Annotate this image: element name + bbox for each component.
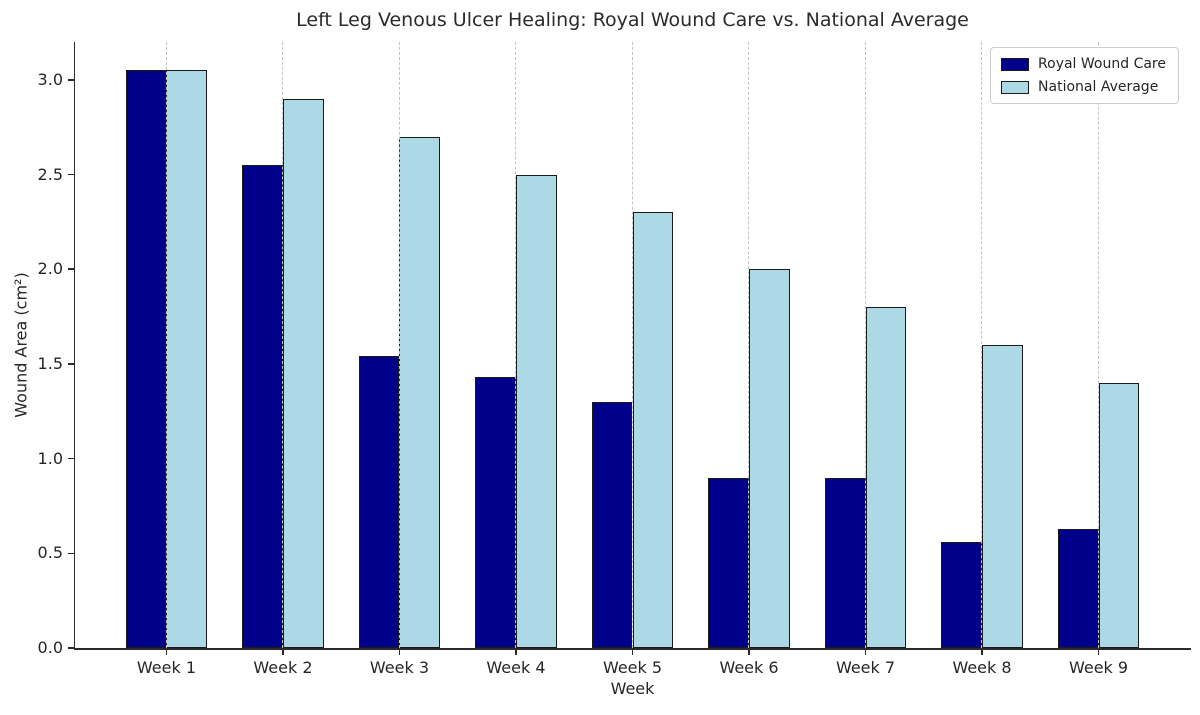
gridline-week-8 (981, 42, 983, 648)
x-tick-label-week-5: Week 5 (602, 658, 663, 677)
x-tick-label-week-9: Week 9 (1068, 658, 1129, 677)
bar-national-week-5 (632, 212, 674, 648)
y-tick-2.0 (68, 268, 74, 271)
x-tick-week-5 (631, 649, 634, 655)
bar-royal-week-4 (475, 377, 516, 648)
bar-royal-week-7 (824, 477, 866, 648)
legend-swatch-icon (1001, 80, 1030, 94)
bar-national-week-2 (282, 98, 324, 648)
bar-national-week-4 (515, 174, 557, 648)
x-tick-week-8 (981, 649, 983, 655)
y-tick-2.5 (68, 173, 74, 176)
y-tick-1.5 (68, 363, 74, 365)
x-tick-week-6 (748, 649, 750, 655)
bar-royal-week-6 (708, 477, 749, 648)
y-axis-spine (73, 42, 75, 649)
gridline-week-3 (398, 42, 400, 648)
x-tick-label-week-4: Week 4 (486, 658, 546, 677)
legend-item-1: Royal Wound Care (1001, 56, 1166, 72)
bar-national-week-7 (865, 307, 907, 648)
x-tick-week-1 (165, 649, 168, 655)
x-tick-label-week-7: Week 7 (835, 658, 896, 677)
gridline-week-9 (1097, 42, 1099, 648)
y-tick-label-0.5: 0.5 (37, 543, 63, 563)
bar-royal-week-3 (358, 356, 400, 648)
x-tick-week-3 (398, 649, 401, 655)
y-tick-label-0.0: 0.0 (37, 638, 63, 657)
bar-national-week-3 (399, 136, 441, 648)
gridline-week-5 (631, 42, 633, 648)
x-tick-label-week-2: Week 2 (253, 658, 313, 677)
x-tick-week-4 (515, 649, 517, 655)
x-tick-label-week-3: Week 3 (369, 658, 430, 677)
x-axis-label: Week (610, 679, 655, 698)
x-tick-week-7 (864, 649, 867, 655)
x-tick-label-week-1: Week 1 (136, 658, 196, 677)
y-tick-label-2.0: 2.0 (37, 259, 63, 279)
x-tick-label-week-8: Week 8 (952, 658, 1012, 677)
legend-swatch-icon (1001, 57, 1030, 71)
y-tick-label-3.0: 3.0 (37, 69, 63, 89)
x-tick-week-2 (282, 649, 284, 655)
legend-item-2: National Average (1001, 79, 1166, 95)
gridline-week-1 (165, 42, 167, 648)
bar-royal-week-1 (125, 70, 167, 648)
bar-national-week-6 (749, 269, 790, 648)
y-axis-label: Wound Area (cm²) (11, 272, 31, 418)
y-tick-label-2.5: 2.5 (37, 164, 63, 184)
plot-area: Week 1 Week 2 Week 3 Week 4 Week 5 Week 6 Week… (38, 42, 1191, 677)
x-axis-spine (73, 648, 1191, 650)
bar-royal-week-9 (1057, 528, 1099, 648)
bar-national-week-9 (1098, 382, 1140, 648)
bar-national-week-8 (982, 345, 1023, 648)
gridline-week-7 (864, 42, 866, 648)
y-tick-label-1.5: 1.5 (37, 353, 63, 373)
x-tick-week-9 (1097, 649, 1100, 655)
gridline-week-4 (515, 42, 517, 648)
y-tick-3.0 (68, 79, 74, 81)
y-tick-0.0 (68, 647, 74, 649)
y-tick-1.0 (68, 457, 74, 460)
legend-label: National Average (1038, 79, 1159, 95)
x-tick-label-week-6: Week 6 (719, 658, 779, 677)
y-tick-label-1.0: 1.0 (37, 448, 63, 468)
chart-title: Left Leg Venous Ulcer Healing: Royal Wou… (296, 9, 969, 31)
legend: Royal Wound Care National Average (990, 47, 1179, 104)
bar-royal-week-5 (591, 401, 633, 648)
bar-national-week-1 (166, 70, 208, 648)
y-tick-0.5 (68, 552, 74, 555)
legend-label: Royal Wound Care (1038, 56, 1166, 72)
gridline-week-6 (748, 42, 750, 648)
bar-royal-week-2 (242, 165, 283, 648)
bar-royal-week-8 (941, 541, 983, 648)
gridline-week-2 (282, 42, 284, 648)
